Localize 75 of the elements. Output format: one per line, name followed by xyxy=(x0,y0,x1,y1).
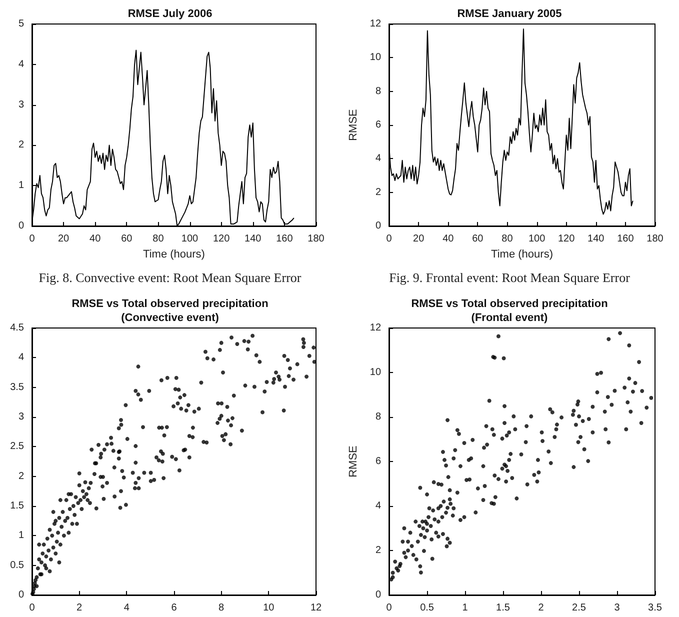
x-tick-label: 100 xyxy=(528,234,546,244)
x-tick-label: 140 xyxy=(588,234,605,244)
x-tick-label: 80 xyxy=(152,234,164,244)
y-tick-label: 1 xyxy=(18,180,24,192)
y-tick-label: 1.5 xyxy=(10,500,24,512)
x-tick-label: 6 xyxy=(171,602,178,614)
x-tick-label: 160 xyxy=(276,234,294,244)
x-tick-label: 180 xyxy=(308,234,325,244)
x-tick-label: 40 xyxy=(442,234,454,244)
y-tick-label: 0 xyxy=(375,220,382,232)
x-tick-label: 20 xyxy=(413,234,425,244)
y-tick-label: 4 xyxy=(18,58,24,70)
y-tick-label: 6 xyxy=(375,120,382,130)
y-tick-label: 2.5 xyxy=(10,441,24,452)
x-tick-label: 80 xyxy=(502,234,514,244)
y-tick-label: 12 xyxy=(370,322,382,334)
y-tick-label: 0 xyxy=(18,590,24,600)
x-tick-label: 0 xyxy=(386,234,392,244)
x-tick-label: 120 xyxy=(558,234,576,244)
x-tick-label: 160 xyxy=(617,234,634,244)
y-tick-label: 6 xyxy=(375,456,382,467)
x-tick-label: 2 xyxy=(538,602,544,614)
x-tick-label: 8 xyxy=(218,602,225,614)
x-tick-label: 2.5 xyxy=(572,602,586,614)
x-tick-label: 20 xyxy=(58,234,70,244)
chart-title: RMSE January 2005 xyxy=(457,8,562,20)
x-tick-label: 0 xyxy=(29,234,36,244)
y-tick-label: 8 xyxy=(375,86,382,97)
y-tick-label: 2 xyxy=(18,470,24,482)
x-tick-label: 2 xyxy=(76,602,83,614)
y-tick-label: 4 xyxy=(375,153,382,164)
chart-title: RMSE vs Total observed precipitation (Convective event) xyxy=(72,298,269,324)
y-tick-label: 3 xyxy=(18,412,24,422)
x-tick-label: 12 xyxy=(310,602,322,614)
y-tick-label: 4.5 xyxy=(10,322,24,334)
x-tick-label: 140 xyxy=(244,234,262,244)
x-tick-label: 3 xyxy=(614,602,620,614)
x-tick-label: 100 xyxy=(181,234,199,244)
x-tick-label: 120 xyxy=(212,234,230,244)
y-tick-label: 0 xyxy=(375,590,382,600)
y-tick-label: 2 xyxy=(18,140,24,151)
caption: Fig. 8. Convective event: Root Mean Square Error xyxy=(38,270,302,285)
y-tick-label: 0 xyxy=(18,220,24,232)
y-tick-label: 4 xyxy=(375,500,382,512)
x-tick-label: 60 xyxy=(121,234,133,244)
y-tick-label: 3 xyxy=(18,99,24,110)
y-tick-label: 10 xyxy=(370,52,382,64)
x-tick-label: 1 xyxy=(462,602,468,614)
caption: Fig. 9. Frontal event: Root Mean Square Error xyxy=(389,270,631,285)
x-tick-label: 180 xyxy=(646,234,664,244)
x-axis-title: Time (hours) xyxy=(491,248,553,260)
y-axis-title: RMSE xyxy=(348,446,360,478)
x-tick-label: 0 xyxy=(29,602,36,614)
y-axis-title: RMSE xyxy=(348,109,360,141)
chart-title: RMSE July 2006 xyxy=(128,8,212,20)
x-tick-label: 10 xyxy=(263,602,275,614)
y-tick-label: 0.5 xyxy=(10,560,24,571)
x-tick-label: 0 xyxy=(386,602,392,614)
y-tick-label: 4 xyxy=(18,352,24,364)
x-axis-title: Time (hours) xyxy=(143,248,205,260)
y-tick-label: 8 xyxy=(375,412,382,422)
chart-title: RMSE vs Total observed precipitation (Frontal event) xyxy=(411,298,608,324)
y-tick-label: 5 xyxy=(18,18,24,30)
x-tick-label: 1.5 xyxy=(496,602,510,614)
x-tick-label: 0.5 xyxy=(420,602,434,614)
y-tick-label: 2 xyxy=(375,545,382,556)
y-tick-label: 12 xyxy=(370,18,382,30)
y-tick-label: 2 xyxy=(375,186,382,198)
y-tick-label: 10 xyxy=(370,367,382,378)
x-tick-label: 4 xyxy=(124,602,130,614)
x-tick-label: 40 xyxy=(90,234,102,244)
x-tick-label: 60 xyxy=(472,234,484,244)
y-tick-label: 3.5 xyxy=(10,382,24,393)
x-tick-label: 3.5 xyxy=(648,602,662,614)
y-tick-label: 1 xyxy=(18,530,24,542)
